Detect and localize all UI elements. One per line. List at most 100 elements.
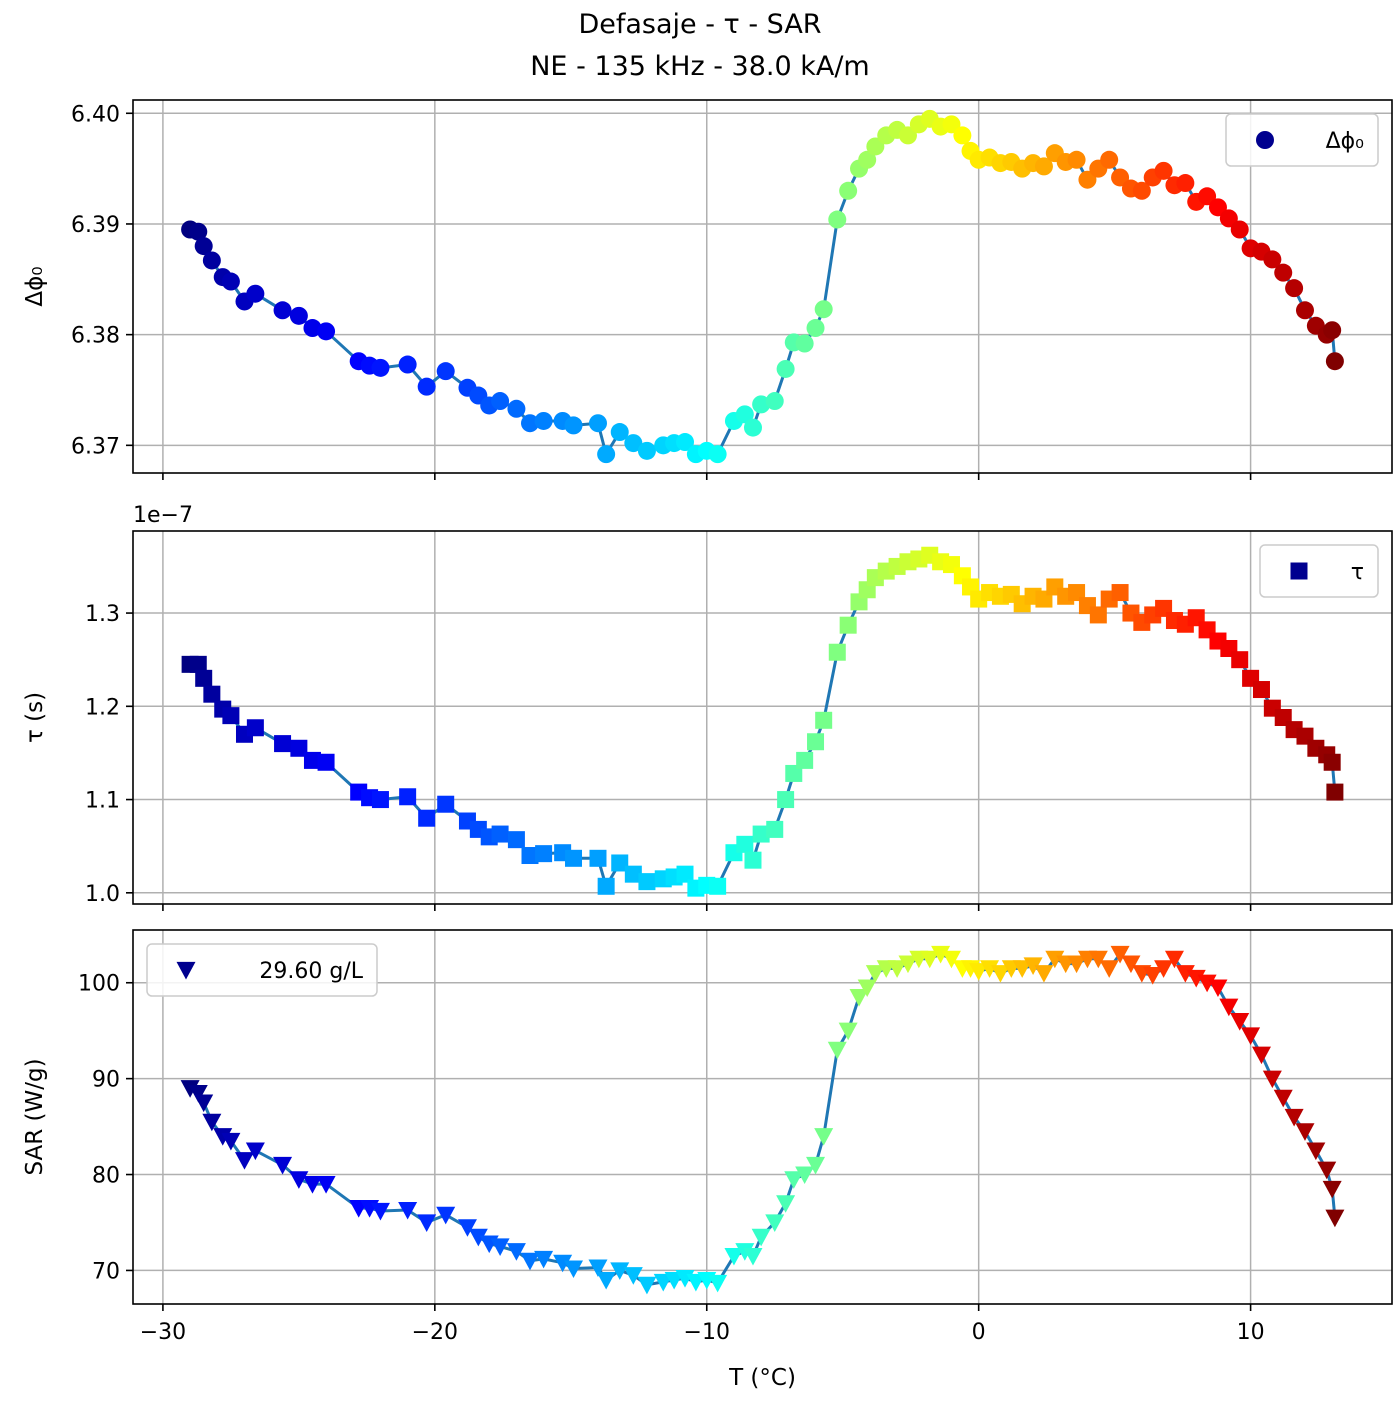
data-point	[520, 1252, 540, 1271]
y-tick-label: 1.1	[85, 789, 120, 814]
data-point	[371, 791, 389, 809]
legend-marker	[176, 961, 196, 980]
data-point	[1230, 1013, 1250, 1031]
data-point	[795, 1166, 815, 1185]
data-point	[751, 1228, 771, 1247]
x-tick-label: −20	[412, 1320, 458, 1345]
figure-title-line1: Defasaje - τ - SAR	[578, 9, 821, 40]
data-point	[1099, 960, 1119, 978]
data-point	[942, 115, 961, 134]
data-point	[1252, 681, 1270, 699]
data-point	[436, 1206, 456, 1225]
data-point	[849, 989, 869, 1007]
data-point	[898, 955, 918, 974]
x-tick-label: 10	[1237, 1320, 1265, 1345]
data-point	[828, 210, 847, 229]
data-point	[839, 181, 858, 200]
data-point	[564, 416, 583, 435]
data-point	[708, 445, 727, 464]
data-point	[534, 1250, 554, 1269]
legend-box	[1259, 544, 1379, 598]
data-point	[1100, 150, 1119, 169]
data-point	[866, 137, 885, 156]
data-point	[637, 441, 656, 460]
data-point	[744, 851, 762, 869]
data-point	[752, 825, 770, 843]
data-point	[1154, 960, 1174, 978]
data-point	[507, 399, 526, 418]
data-point	[521, 414, 540, 433]
data-point	[766, 820, 784, 838]
data-point	[735, 405, 754, 424]
data-point	[1067, 955, 1087, 974]
data-point	[736, 835, 754, 853]
y-tick-label: 1.0	[85, 882, 120, 907]
data-point	[865, 965, 885, 983]
data-point	[743, 418, 762, 437]
data-point	[1284, 1108, 1304, 1127]
data-point	[588, 1259, 608, 1278]
data-point	[302, 1176, 322, 1194]
data-point	[1323, 753, 1341, 771]
data-point	[597, 445, 616, 464]
data-point	[610, 1262, 630, 1280]
data-point	[709, 877, 727, 895]
data-point	[1175, 965, 1195, 983]
data-point	[203, 685, 221, 703]
data-point	[457, 1219, 477, 1237]
data-point	[827, 1041, 847, 1060]
y-tick-label: 90	[92, 1068, 120, 1093]
data-point	[1208, 198, 1227, 217]
data-point	[371, 358, 390, 377]
legend-box	[1225, 113, 1379, 167]
data-point	[221, 272, 240, 291]
data-point	[1078, 170, 1097, 189]
legend-box	[146, 943, 378, 997]
plot-frame	[132, 530, 1393, 905]
data-point	[1164, 950, 1184, 969]
data-point	[828, 643, 846, 661]
data-point	[980, 960, 1000, 978]
data-point	[1067, 150, 1086, 169]
panel-1: 6.37 6.38 6.39 6.40 Δϕ₀ Δϕ₀	[22, 99, 1393, 480]
data-point	[289, 1171, 309, 1189]
data-point	[752, 395, 771, 414]
data-point	[1111, 168, 1130, 187]
y-tick-label: 6.39	[71, 213, 120, 238]
data-point	[765, 392, 784, 411]
data-point	[1326, 783, 1344, 801]
x-tick-label: −30	[140, 1320, 186, 1345]
data-point	[1110, 945, 1130, 964]
data-point	[213, 1128, 233, 1146]
data-point	[1045, 950, 1065, 969]
data-point	[807, 733, 825, 751]
y-axis-label: τ (s)	[22, 692, 48, 743]
data-point	[565, 849, 583, 867]
data-point	[521, 847, 539, 865]
data-point	[1186, 969, 1206, 988]
data-point	[398, 1201, 418, 1220]
data-point	[795, 334, 814, 353]
y-tick-label: 1.3	[85, 602, 120, 627]
data-point	[724, 1247, 744, 1266]
data-point	[814, 300, 833, 319]
data-point	[814, 1128, 834, 1146]
data-point	[676, 433, 695, 452]
data-point	[839, 616, 857, 634]
data-point	[898, 126, 917, 145]
data-point	[1121, 955, 1141, 974]
data-point	[289, 306, 308, 325]
data-point	[743, 1247, 763, 1266]
data-point	[273, 301, 292, 320]
legend-label: 29.60 g/L	[259, 959, 363, 984]
data-point	[953, 126, 972, 145]
data-point	[194, 237, 213, 256]
data-point	[1197, 974, 1217, 993]
data-point	[1325, 1209, 1345, 1228]
data-point	[1251, 1046, 1271, 1065]
data-point	[273, 1156, 293, 1175]
data-point	[1176, 174, 1195, 193]
data-point	[1325, 352, 1344, 371]
data-point	[637, 1276, 657, 1295]
